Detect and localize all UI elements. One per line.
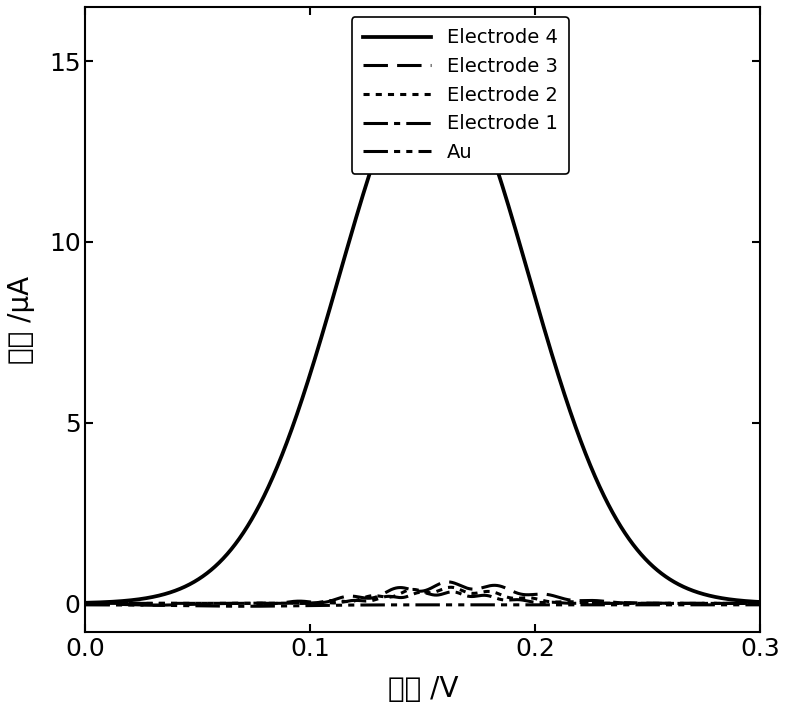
Electrode 2 <box>81 599 91 608</box>
Electrode 2 <box>198 599 207 608</box>
Line: Au: Au <box>86 605 760 606</box>
Electrode 1 <box>81 599 91 608</box>
Au <box>340 601 349 609</box>
Electrode 4 <box>198 572 207 581</box>
Au <box>81 601 91 609</box>
Electrode 2 <box>157 599 167 608</box>
Au <box>670 601 679 609</box>
Electrode 3 <box>148 601 157 609</box>
Electrode 4 <box>429 57 438 65</box>
Electrode 1 <box>670 599 679 608</box>
Electrode 4 <box>756 598 765 606</box>
Electrode 2 <box>756 599 765 608</box>
Electrode 1 <box>448 588 457 596</box>
Electrode 3 <box>340 592 349 601</box>
Au <box>238 602 248 611</box>
Electrode 1 <box>756 599 765 608</box>
Au <box>369 601 379 609</box>
Electrode 2 <box>742 599 752 608</box>
Au <box>722 601 731 609</box>
Electrode 1 <box>157 599 167 608</box>
Electrode 3 <box>443 578 453 586</box>
Electrode 4 <box>339 254 349 263</box>
Electrode 1 <box>743 599 752 608</box>
Electrode 2 <box>368 591 378 600</box>
Electrode 4 <box>742 597 752 606</box>
Electrode 2 <box>446 583 456 591</box>
Electrode 2 <box>339 597 349 606</box>
Line: Electrode 2: Electrode 2 <box>86 587 760 604</box>
Line: Electrode 1: Electrode 1 <box>86 592 760 604</box>
X-axis label: 电位 /V: 电位 /V <box>387 675 458 703</box>
Electrode 1 <box>340 598 349 606</box>
Electrode 2 <box>670 599 679 608</box>
Electrode 3 <box>743 599 752 608</box>
Electrode 4 <box>157 591 167 599</box>
Electrode 1 <box>198 599 207 608</box>
Electrode 4 <box>368 158 378 166</box>
Electrode 3 <box>198 600 208 608</box>
Electrode 3 <box>756 599 765 608</box>
Y-axis label: 电流 /μA: 电流 /μA <box>7 275 35 364</box>
Electrode 1 <box>369 596 379 604</box>
Electrode 1 <box>297 599 306 608</box>
Electrode 3 <box>369 594 379 602</box>
Au <box>756 601 765 609</box>
Line: Electrode 4: Electrode 4 <box>86 61 760 603</box>
Au <box>743 601 752 609</box>
Au <box>198 601 207 610</box>
Electrode 3 <box>158 601 168 609</box>
Legend: Electrode 4, Electrode 3, Electrode 2, Electrode 1, Au: Electrode 4, Electrode 3, Electrode 2, E… <box>352 16 569 174</box>
Electrode 4 <box>670 578 679 586</box>
Electrode 3 <box>81 599 91 608</box>
Au <box>157 601 167 610</box>
Electrode 4 <box>81 599 91 607</box>
Electrode 3 <box>670 599 679 608</box>
Line: Electrode 3: Electrode 3 <box>86 582 760 605</box>
